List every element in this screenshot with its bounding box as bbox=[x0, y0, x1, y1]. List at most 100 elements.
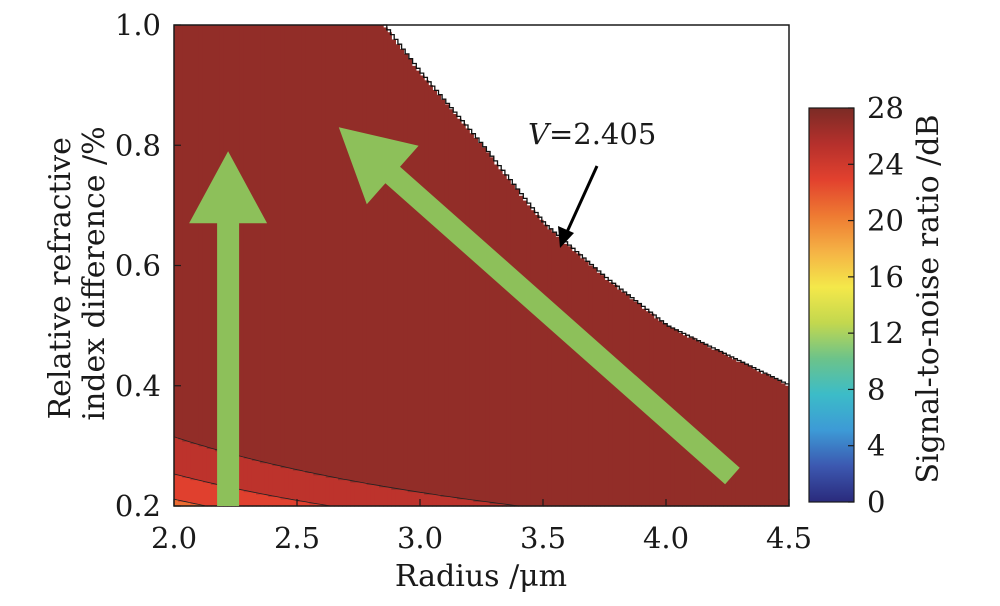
contour-band-cell bbox=[403, 53, 409, 490]
contour-band-cell bbox=[272, 496, 278, 507]
contour-band-cell bbox=[338, 479, 343, 507]
contour-band-cell bbox=[526, 205, 532, 507]
contour-band-cell bbox=[530, 210, 536, 507]
contour-band-cell bbox=[743, 364, 749, 507]
contour-band-cell bbox=[575, 253, 581, 507]
contour-band-cell bbox=[383, 486, 388, 507]
contour-band-cell bbox=[239, 455, 245, 490]
y-tick-label: 0.8 bbox=[115, 128, 161, 162]
contour-band-cell bbox=[251, 460, 257, 493]
contour-band-cell bbox=[399, 49, 405, 490]
contour-band-cell bbox=[350, 25, 355, 483]
contour-band-cell bbox=[727, 356, 733, 507]
contour-band-cell bbox=[473, 138, 478, 502]
contour-band-cell bbox=[506, 503, 511, 507]
contour-band-cell bbox=[538, 219, 544, 507]
contour-band-cell bbox=[354, 25, 360, 483]
contour-band-cell bbox=[428, 493, 433, 507]
contour-band-cell bbox=[206, 448, 212, 483]
contour-band-cell bbox=[391, 39, 396, 490]
contour-band-cell bbox=[333, 25, 339, 478]
contour-band-cell bbox=[247, 25, 253, 459]
contour-band-cell bbox=[186, 501, 191, 507]
contour-band-cell bbox=[690, 337, 696, 507]
contour-band-cell bbox=[608, 282, 614, 507]
contour-band-cell bbox=[489, 157, 495, 505]
contour-band-cell bbox=[403, 489, 409, 507]
contour-band-cell bbox=[182, 25, 187, 442]
contour-band-cell bbox=[276, 496, 282, 507]
contour-band-cell bbox=[407, 58, 413, 493]
contour-band-cell bbox=[477, 501, 483, 507]
contour-band-cell bbox=[174, 436, 179, 476]
contour-band-cell bbox=[620, 291, 626, 507]
y-tick-label: 0.4 bbox=[115, 369, 161, 403]
contour-band-cell bbox=[329, 477, 335, 507]
contour-band-cell bbox=[493, 503, 499, 507]
contour-band-cell bbox=[264, 493, 269, 507]
contour-band-cell bbox=[436, 94, 442, 495]
contour-band-cell bbox=[301, 469, 306, 502]
contour-band-cell bbox=[514, 188, 519, 507]
contour-band-cell bbox=[415, 491, 421, 507]
contour-band-cell bbox=[346, 479, 351, 507]
contour-band-cell bbox=[735, 361, 741, 507]
contour-band-cell bbox=[465, 498, 470, 507]
contour-band-cell bbox=[452, 113, 458, 497]
contour-band-cell bbox=[325, 25, 331, 478]
contour-band-cell bbox=[243, 25, 249, 459]
contour-band-cell bbox=[600, 275, 606, 507]
contour-band-cell bbox=[186, 441, 191, 478]
contour-band-cell bbox=[772, 378, 778, 507]
contour-band-cell bbox=[588, 265, 593, 507]
contour-band-cell bbox=[325, 477, 331, 507]
contour-band-cell bbox=[288, 498, 294, 507]
x-tick-label: 4.0 bbox=[643, 521, 689, 555]
contour-band-cell bbox=[305, 501, 310, 507]
contour-band-cell bbox=[350, 481, 355, 507]
colorbar: 0 4 8 12 16 20 24 28 bbox=[808, 91, 904, 519]
contour-band-cell bbox=[260, 493, 265, 507]
y-axis-ticks: 0.2 0.4 0.6 0.8 1.0 bbox=[115, 8, 181, 523]
contour-band-cell bbox=[415, 70, 421, 493]
contour-band-cell bbox=[194, 503, 200, 507]
contour-band-cell bbox=[522, 200, 528, 507]
contour-band-cell bbox=[288, 25, 294, 469]
contour-band-cell bbox=[210, 448, 216, 485]
contour-band-cell bbox=[297, 501, 302, 507]
contour-band-cell bbox=[469, 133, 474, 500]
x-axis-ticks: 2.0 2.5 3.0 3.5 4.0 4.5 bbox=[151, 499, 812, 555]
contour-band-cell bbox=[612, 284, 618, 507]
contour-band-cell bbox=[268, 25, 273, 464]
contour-band-cell bbox=[182, 441, 187, 478]
contour-band-cell bbox=[506, 178, 511, 505]
contour-band-cell bbox=[764, 373, 770, 507]
contour-band-cell bbox=[247, 457, 253, 493]
contour-band-cell bbox=[547, 229, 552, 507]
contour-band-cell bbox=[190, 25, 196, 445]
contour-band-cell bbox=[420, 75, 425, 493]
contour-band-cell bbox=[182, 501, 187, 507]
contour-band-cell bbox=[370, 484, 376, 507]
colorbar-tick-label: 28 bbox=[867, 91, 904, 125]
contour-band-cell bbox=[485, 501, 491, 507]
contour-band-cell bbox=[784, 385, 790, 507]
contour-band-cell bbox=[489, 503, 495, 507]
contour-band-cell bbox=[280, 498, 286, 507]
contour-band-cell bbox=[584, 260, 589, 507]
contour-band-cell bbox=[461, 123, 466, 500]
contour-band-cell bbox=[313, 503, 319, 507]
contour-band-cell bbox=[698, 342, 704, 507]
contour-band-cell bbox=[629, 299, 634, 507]
contour-band-cell bbox=[694, 340, 700, 507]
contour-band-cell bbox=[346, 25, 351, 481]
contour-band-cell bbox=[407, 491, 413, 507]
contour-band-cell bbox=[424, 493, 429, 507]
contour-band-cell bbox=[711, 349, 716, 507]
contour-band-cell bbox=[497, 503, 503, 507]
y-tick-label: 0.2 bbox=[115, 489, 161, 523]
contour-band-cell bbox=[329, 25, 335, 478]
contour-band-cell bbox=[604, 279, 610, 507]
colorbar-tick-label: 0 bbox=[867, 485, 885, 519]
colorbar-tick-label: 20 bbox=[867, 204, 904, 238]
